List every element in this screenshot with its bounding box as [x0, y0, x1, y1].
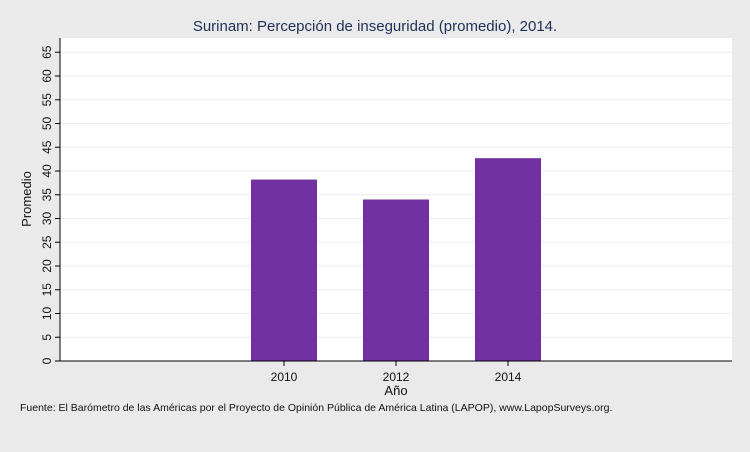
y-tick-label: 20: [40, 259, 54, 273]
y-tick-label: 50: [40, 117, 54, 131]
x-tick-label: 2014: [495, 370, 522, 384]
bars: [251, 158, 541, 361]
bar-2012: [363, 199, 429, 361]
bar-2014: [475, 158, 541, 361]
y-tick-label: 15: [40, 283, 54, 297]
y-tick-label: 25: [40, 235, 54, 249]
y-tick-label: 60: [40, 69, 54, 83]
y-tick-label: 5: [40, 334, 54, 341]
y-tick-label: 35: [40, 188, 54, 202]
x-axis-ticks: 2010 2012 2014: [271, 361, 522, 384]
y-tick-label: 65: [40, 45, 54, 59]
y-tick-label: 40: [40, 164, 54, 178]
y-tick-label: 0: [40, 357, 54, 364]
y-tick-label: 55: [40, 93, 54, 107]
y-tick-label: 30: [40, 212, 54, 226]
y-axis-label: Promedio: [19, 171, 34, 227]
y-tick-label: 45: [40, 140, 54, 154]
y-axis-ticks: 0 5 10 15 20 25 30 35 40 45 50 55 60 65: [40, 45, 60, 364]
chart-title: Surinam: Percepción de inseguridad (prom…: [193, 18, 557, 35]
bar-2010: [251, 179, 317, 361]
x-axis-label: Año: [384, 383, 407, 398]
x-tick-label: 2012: [383, 370, 410, 384]
y-tick-label: 10: [40, 307, 54, 321]
source-note: Fuente: El Barómetro de las Américas por…: [20, 402, 612, 414]
x-tick-label: 2010: [271, 370, 298, 384]
